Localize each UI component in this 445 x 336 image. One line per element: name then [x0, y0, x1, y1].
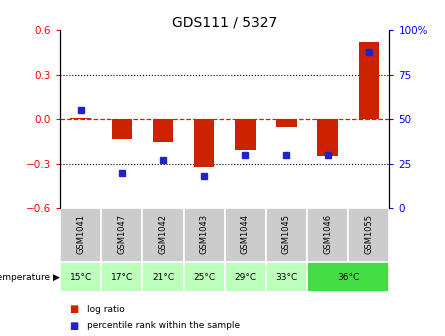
- Text: 29°C: 29°C: [234, 273, 256, 282]
- Text: GSM1047: GSM1047: [117, 214, 126, 254]
- Bar: [184, 208, 225, 262]
- Text: 36°C: 36°C: [337, 273, 360, 282]
- Text: GSM1042: GSM1042: [158, 214, 167, 254]
- Text: GSM1046: GSM1046: [323, 214, 332, 254]
- Bar: [307, 262, 389, 292]
- Bar: [225, 262, 266, 292]
- Text: log ratio: log ratio: [87, 305, 125, 313]
- Text: 25°C: 25°C: [193, 273, 215, 282]
- Text: GSM1044: GSM1044: [241, 214, 250, 254]
- Text: 15°C: 15°C: [69, 273, 92, 282]
- Bar: [60, 262, 101, 292]
- Text: GSM1055: GSM1055: [364, 214, 373, 254]
- Bar: [70, 118, 91, 119]
- Bar: [194, 119, 214, 167]
- Title: GDS111 / 5327: GDS111 / 5327: [172, 15, 277, 29]
- Bar: [317, 119, 338, 156]
- Text: GSM1045: GSM1045: [282, 214, 291, 254]
- Text: percentile rank within the sample: percentile rank within the sample: [87, 322, 240, 330]
- Text: GSM1041: GSM1041: [76, 214, 85, 254]
- Text: 17°C: 17°C: [111, 273, 133, 282]
- Text: temperature ▶: temperature ▶: [0, 273, 60, 282]
- Text: 21°C: 21°C: [152, 273, 174, 282]
- Bar: [60, 208, 101, 262]
- Bar: [266, 208, 307, 262]
- Bar: [235, 119, 255, 151]
- Bar: [112, 119, 132, 138]
- Bar: [153, 119, 173, 142]
- Bar: [101, 208, 142, 262]
- Bar: [266, 262, 307, 292]
- Bar: [142, 208, 184, 262]
- Bar: [101, 262, 142, 292]
- Text: GSM1043: GSM1043: [200, 214, 209, 254]
- Bar: [142, 262, 184, 292]
- Bar: [359, 42, 379, 119]
- Bar: [225, 208, 266, 262]
- Bar: [276, 119, 297, 127]
- Bar: [348, 208, 389, 262]
- Bar: [307, 208, 348, 262]
- Bar: [184, 262, 225, 292]
- Text: ■: ■: [69, 304, 78, 314]
- Text: ■: ■: [69, 321, 78, 331]
- Text: 33°C: 33°C: [275, 273, 298, 282]
